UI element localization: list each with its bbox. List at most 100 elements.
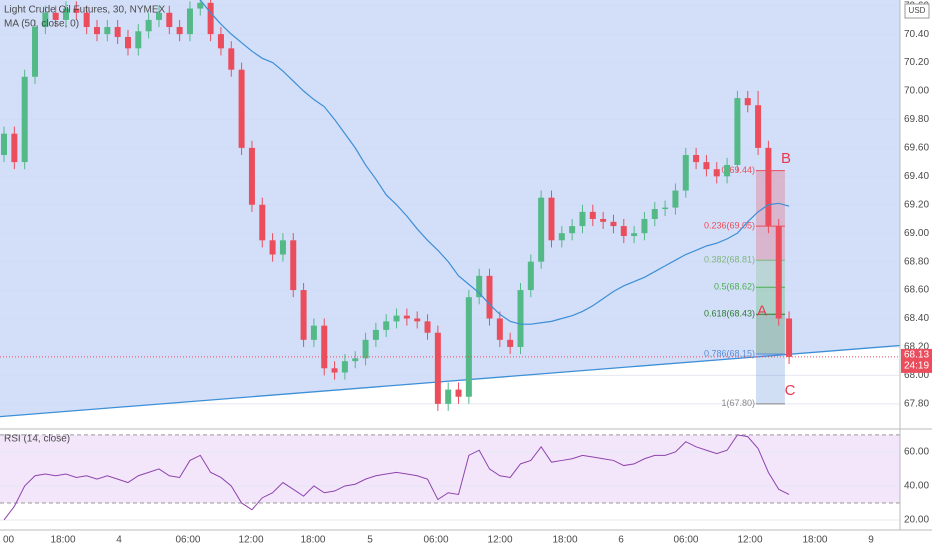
candle-body — [279, 240, 286, 255]
candle-body — [155, 12, 162, 20]
candle-body — [775, 226, 782, 319]
fib-label: 0.236(69.05) — [704, 220, 755, 230]
candle-body — [734, 98, 741, 165]
candle-body — [331, 368, 338, 373]
candle-body — [135, 31, 142, 49]
candle-body — [744, 98, 751, 106]
candle-body — [186, 8, 193, 35]
candle-body — [290, 240, 297, 291]
candle-body — [124, 36, 131, 49]
y-tick-label: 20.00 — [904, 515, 929, 526]
y-tick-label: 69.60 — [904, 143, 929, 154]
candle-body — [269, 240, 276, 255]
legend-entry: MA (50, close, 0) — [4, 19, 79, 30]
candle-body — [300, 290, 307, 340]
countdown-label: 24:19 — [904, 361, 929, 372]
x-tick-label: 18:00 — [802, 535, 827, 546]
candle-body — [217, 34, 224, 49]
x-tick-label: 06:00 — [423, 535, 448, 546]
x-tick-label: 5 — [367, 535, 373, 546]
candle-body — [600, 218, 607, 222]
candle-body — [755, 105, 762, 148]
fib-label: 0(69.44) — [721, 165, 755, 175]
rsi-line — [3, 434, 790, 521]
wave-label: A — [757, 302, 767, 319]
x-tick-label: 06:00 — [175, 535, 200, 546]
candle-body — [197, 2, 204, 9]
candle-body — [703, 162, 710, 170]
candle-body — [372, 329, 379, 340]
fib-label: 0.5(68.62) — [714, 282, 755, 292]
x-tick-label: 4 — [116, 535, 122, 546]
y-tick-label: 67.80 — [904, 398, 929, 409]
y-tick-label: 69.40 — [904, 171, 929, 182]
candle-body — [248, 147, 255, 205]
y-tick-label: 68.00 — [904, 370, 929, 381]
candle-body — [93, 27, 100, 35]
candle-body — [32, 27, 39, 77]
y-tick-label: 69.20 — [904, 199, 929, 210]
y-tick-label: 69.00 — [904, 228, 929, 239]
candle-body — [538, 197, 545, 262]
x-tick-label: 9 — [868, 535, 874, 546]
candle-body — [73, 8, 80, 13]
candle-body — [548, 197, 555, 241]
candle-body — [455, 389, 462, 397]
candle-body — [631, 233, 638, 237]
candle-body — [641, 218, 648, 234]
candle-body — [310, 325, 317, 340]
candle-body — [393, 315, 400, 322]
currency: USD — [909, 6, 926, 15]
candle-body — [507, 339, 514, 347]
candle-body — [238, 69, 245, 148]
x-tick-label: 00 — [3, 535, 15, 546]
fib-zone — [756, 354, 785, 404]
y-tick-label: 68.80 — [904, 256, 929, 267]
candle-body — [52, 12, 59, 20]
fib-label: 0.382(68.81) — [704, 255, 755, 265]
x-tick-label: 12:00 — [238, 535, 263, 546]
candle-body — [724, 164, 731, 177]
trend-zone — [0, 0, 900, 417]
candle-body — [42, 12, 49, 28]
y-tick-label: 40.00 — [904, 481, 929, 492]
candle-body — [610, 221, 617, 227]
candle-body — [672, 190, 679, 208]
candle-body — [259, 204, 266, 241]
wave-label: B — [781, 150, 791, 167]
currency-box — [904, 3, 930, 19]
ma-line — [199, 0, 790, 325]
fib-label: 0.786(68.15) — [704, 348, 755, 358]
last-price-tag — [901, 348, 932, 373]
x-tick-label: 06:00 — [673, 535, 698, 546]
candle-body — [403, 315, 410, 319]
candle-body — [166, 12, 173, 28]
y-tick-label: 60.00 — [904, 447, 929, 458]
candle-body — [682, 154, 689, 191]
y-tick-label: 69.80 — [904, 114, 929, 125]
candle-body — [662, 207, 669, 210]
rsi-title: RSI (14, close) — [4, 434, 70, 445]
rsi-pane — [0, 434, 900, 521]
candle-body — [476, 275, 483, 298]
candle-body — [496, 318, 503, 340]
x-tick-label: 6 — [618, 535, 624, 546]
candle-body — [145, 19, 152, 32]
candle-body — [341, 361, 348, 373]
y-tick-label: 70.40 — [904, 29, 929, 40]
candle-body — [589, 211, 596, 219]
y-tick-label: 70.00 — [904, 86, 929, 97]
x-tick-label: 18:00 — [50, 535, 75, 546]
candle-body — [114, 27, 121, 37]
candle-body — [620, 226, 627, 237]
candle-body — [651, 209, 658, 219]
candle-body — [104, 27, 111, 35]
candle-body — [558, 233, 565, 241]
candle-body — [786, 318, 793, 357]
candle-body — [765, 147, 772, 227]
candle-body — [83, 12, 90, 28]
candle-body — [414, 318, 421, 322]
x-tick-label: 18:00 — [300, 535, 325, 546]
